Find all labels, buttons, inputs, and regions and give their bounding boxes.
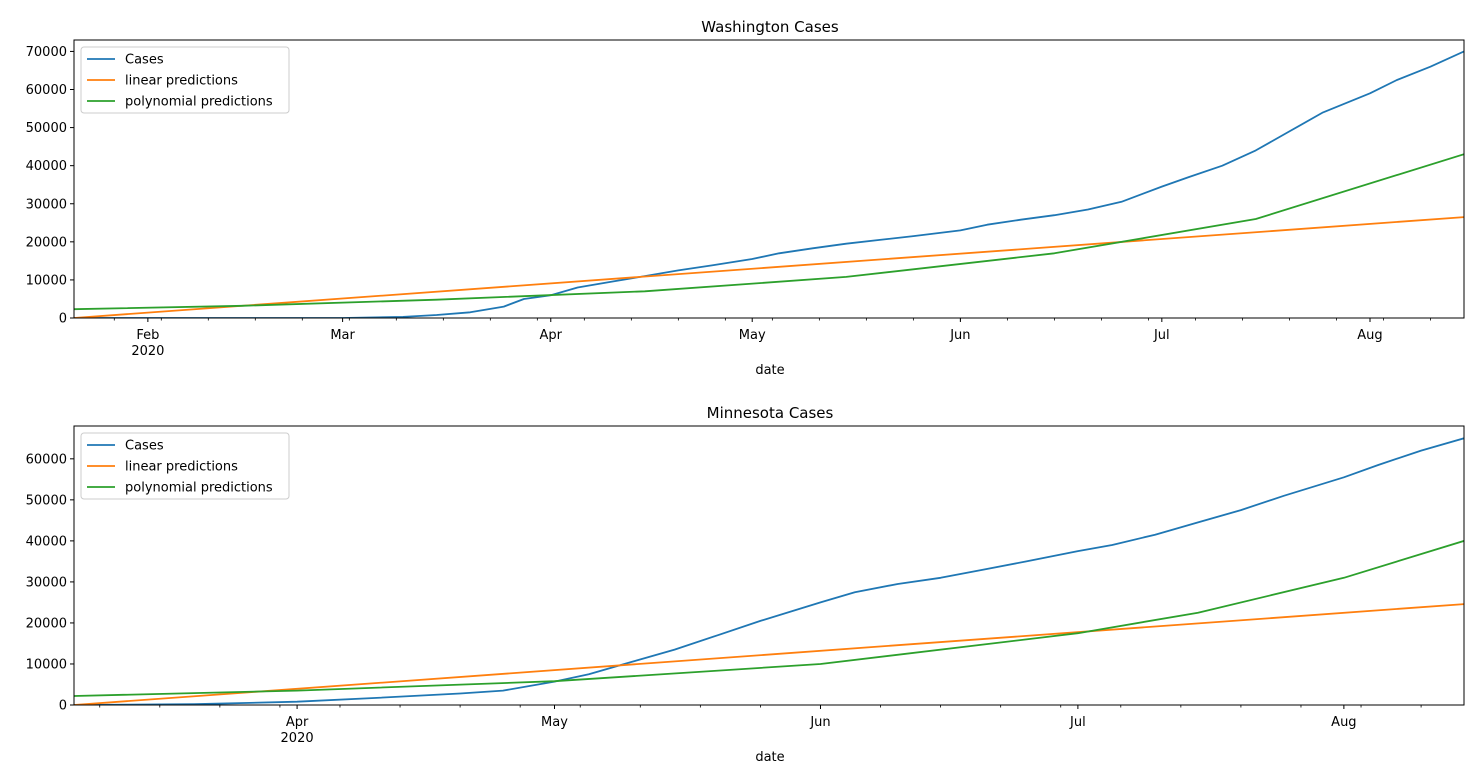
legend-box [80,46,290,114]
x-tick-label: Apr [286,715,309,730]
x-tick-label: Mar [330,328,355,343]
chart-1: 0 10000 20000 30000 40000 50000 60000 70000 Feb2… [26,18,1465,378]
series-group [74,50,1464,318]
y-tick-label: 50000 [26,493,67,508]
legend: Cases linear predictions polynomial predic… [80,432,290,500]
legend-label: polynomial predictions [125,481,273,496]
y-tick-label: 20000 [26,616,67,631]
x-tick-label: Aug [1357,328,1382,343]
x-tick-label: Apr [540,328,563,343]
x-tick-label: Aug [1331,715,1356,730]
y-tick-label: 70000 [26,45,67,60]
series-line-polynomial-predictions [74,153,1464,311]
series-line-cases [74,437,1464,705]
series-line-cases [74,50,1464,318]
x-tick-label: Jul [1069,715,1086,730]
y-tick-label: 10000 [26,273,67,288]
legend: Cases linear predictions polynomial predic… [80,46,290,114]
y-tick-label: 0 [59,312,67,327]
x-tick-label: Jul [1153,328,1170,343]
axes-frame [73,39,1465,319]
y-tick-label: 0 [59,699,67,714]
axes-frame [73,425,1465,706]
series-line-linear-predictions [74,216,1464,318]
y-tick-label: 40000 [26,534,67,549]
legend-label: Cases [125,53,164,68]
x-axis-label: date [755,363,784,378]
series-group [74,437,1464,705]
x-tick-label: Jun [949,328,970,343]
series-line-linear-predictions [74,603,1464,705]
y-tick-label: 40000 [26,159,67,174]
chart-title: Washington Cases [701,18,839,36]
legend-label: polynomial predictions [125,95,273,110]
legend-label: linear predictions [125,74,238,89]
x-axis-label: date [755,750,784,765]
y-tick-label: 30000 [26,197,67,212]
x-tick-label: Jun [809,715,830,730]
y-tick-label: 30000 [26,575,67,590]
x-tick-year-label: 2020 [281,731,314,746]
y-tick-label: 50000 [26,121,67,136]
y-tick-label: 60000 [26,452,67,467]
legend-box [80,432,290,500]
y-tick-label: 10000 [26,657,67,672]
x-tick-label: Feb [136,328,159,343]
y-tick-label: 60000 [26,83,67,98]
x-tick-year-label: 2020 [131,344,164,359]
chart-title: Minnesota Cases [707,404,834,422]
legend-label: linear predictions [125,460,238,475]
y-tick-label: 20000 [26,235,67,250]
legend-label: Cases [125,439,164,454]
series-line-polynomial-predictions [74,540,1464,697]
x-tick-label: May [739,328,766,343]
x-tick-label: May [541,715,568,730]
